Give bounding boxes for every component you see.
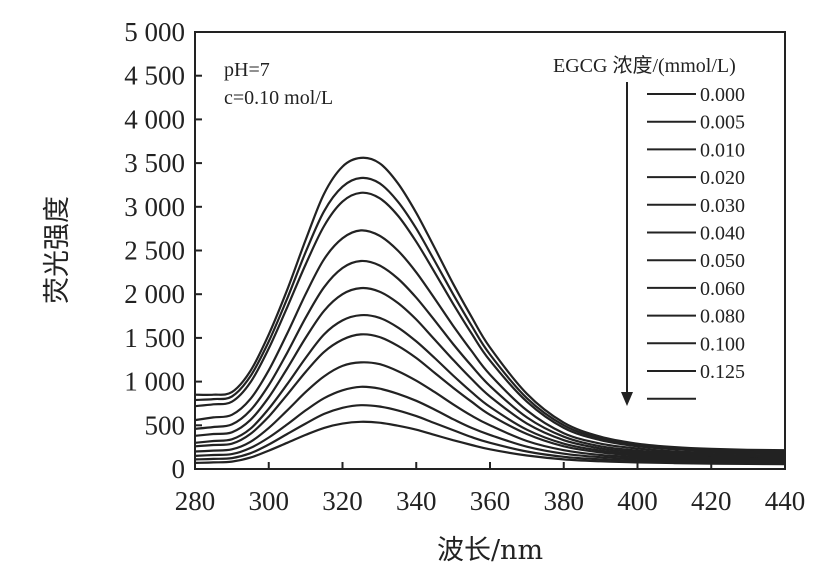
legend-entry-label: 0.060: [700, 278, 745, 300]
y-tick-label: 0: [172, 454, 186, 484]
legend-entry-label: 0.020: [700, 167, 745, 189]
x-tick-label: 380: [544, 486, 585, 516]
x-tick-label: 420: [691, 486, 732, 516]
legend-title: EGCG 浓度/(mmol/L): [553, 54, 736, 77]
x-axis-ticks: 280 300 320 340 360 380 400 420 440: [175, 462, 806, 516]
series-line-2: [194, 191, 786, 454]
x-tick-label: 280: [175, 486, 216, 516]
y-tick-label: 500: [145, 410, 186, 440]
series-line-1: [194, 176, 786, 453]
y-tick-label: 3 500: [124, 148, 185, 178]
y-tick-label: 3 000: [124, 192, 185, 222]
series-curves: [194, 156, 786, 466]
series-line-3: [194, 229, 786, 456]
series-line-0: [194, 156, 786, 452]
y-tick-label: 4 000: [124, 104, 185, 134]
annotation-concentration: c=0.10 mol/L: [224, 87, 333, 109]
series-line-9: [194, 385, 786, 463]
y-tick-label: 2 500: [124, 236, 185, 266]
y-axis-ticks: 0 500 1 000 1 500 2 000 2 500 3 000 3 500 4 000 4…: [124, 17, 202, 484]
legend-entry-label: 0.080: [700, 306, 745, 328]
x-tick-label: 300: [249, 486, 290, 516]
y-tick-label: 1 000: [124, 367, 185, 397]
legend-entry-label: 0.005: [700, 112, 745, 134]
legend-entry-label: 0.010: [700, 139, 745, 161]
legend-arrow: [621, 82, 633, 406]
series-line-7: [194, 333, 786, 461]
y-tick-label: 4 500: [124, 61, 185, 91]
series-line-10: [194, 404, 786, 464]
y-tick-label: 5 000: [124, 17, 185, 47]
x-axis-label: 波长/nm: [437, 535, 543, 566]
y-tick-label: 2 000: [124, 279, 185, 309]
y-tick-label: 1 500: [124, 323, 185, 353]
series-line-6: [194, 313, 786, 460]
x-tick-label: 320: [322, 486, 363, 516]
legend-entry-label: 0.050: [700, 250, 745, 272]
x-tick-label: 360: [470, 486, 511, 516]
series-line-8: [194, 361, 786, 462]
legend: 0.000 0.005 0.010 0.020 0.030 0.040 0.050 0.060…: [647, 84, 745, 400]
legend-entry-label: 0.040: [700, 223, 745, 245]
legend-entry-label: 0.030: [700, 195, 745, 217]
x-tick-label: 340: [396, 486, 437, 516]
annotation-ph: pH=7: [224, 59, 270, 81]
legend-entry-label: 0.125: [700, 361, 745, 383]
y-axis-label: 荧光强度: [42, 196, 73, 304]
series-line-4: [194, 259, 786, 457]
x-tick-label: 440: [765, 486, 806, 516]
legend-entry-label: 0.000: [700, 84, 745, 106]
series-line-5: [194, 286, 786, 459]
x-tick-label: 400: [617, 486, 658, 516]
legend-entry-label: 0.100: [700, 333, 745, 355]
